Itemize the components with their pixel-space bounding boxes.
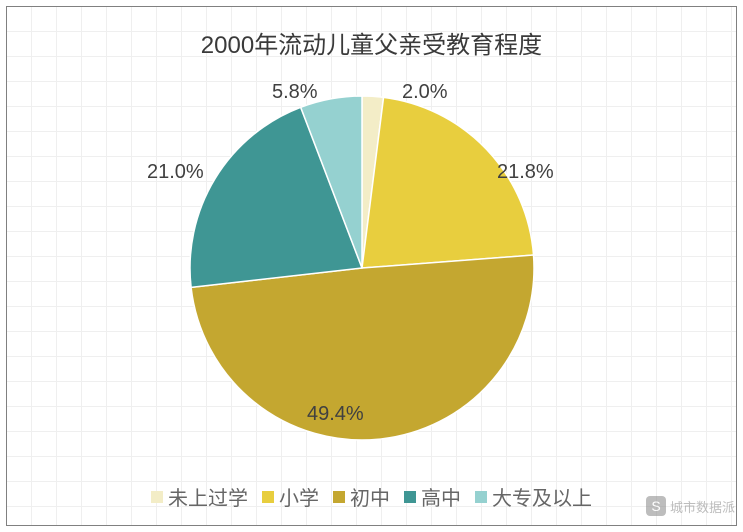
watermark: S 城市数据派 (646, 496, 735, 516)
legend-item-1: 小学 (262, 482, 319, 511)
legend-label-2: 初中 (350, 482, 390, 511)
legend-item-0: 未上过学 (151, 482, 248, 511)
watermark-text: 城市数据派 (670, 497, 735, 516)
legend-label-1: 小学 (279, 482, 319, 511)
slice-label-4: 5.8% (272, 81, 318, 104)
legend-swatch-1 (262, 491, 274, 503)
legend-label-0: 未上过学 (168, 482, 248, 511)
legend-label-4: 大专及以上 (492, 482, 592, 511)
legend-item-3: 高中 (404, 482, 461, 511)
slice-label-1: 21.8% (497, 161, 554, 184)
legend-swatch-3 (404, 491, 416, 503)
watermark-icon: S (646, 496, 666, 516)
chart-title: 2000年流动儿童父亲受教育程度 (7, 25, 736, 60)
legend-item-4: 大专及以上 (475, 482, 592, 511)
legend-swatch-0 (151, 491, 163, 503)
legend: 未上过学 小学 初中 高中 大专及以上 (7, 482, 736, 511)
pie-chart: 2.0%21.8%49.4%21.0%5.8% (187, 93, 537, 443)
slice-label-2: 49.4% (307, 403, 364, 426)
legend-label-3: 高中 (421, 482, 461, 511)
slice-label-0: 2.0% (402, 81, 448, 104)
slice-label-3: 21.0% (147, 161, 204, 184)
chart-frame: 2000年流动儿童父亲受教育程度 2.0%21.8%49.4%21.0%5.8%… (6, 6, 737, 526)
legend-item-2: 初中 (333, 482, 390, 511)
legend-swatch-2 (333, 491, 345, 503)
legend-swatch-4 (475, 491, 487, 503)
